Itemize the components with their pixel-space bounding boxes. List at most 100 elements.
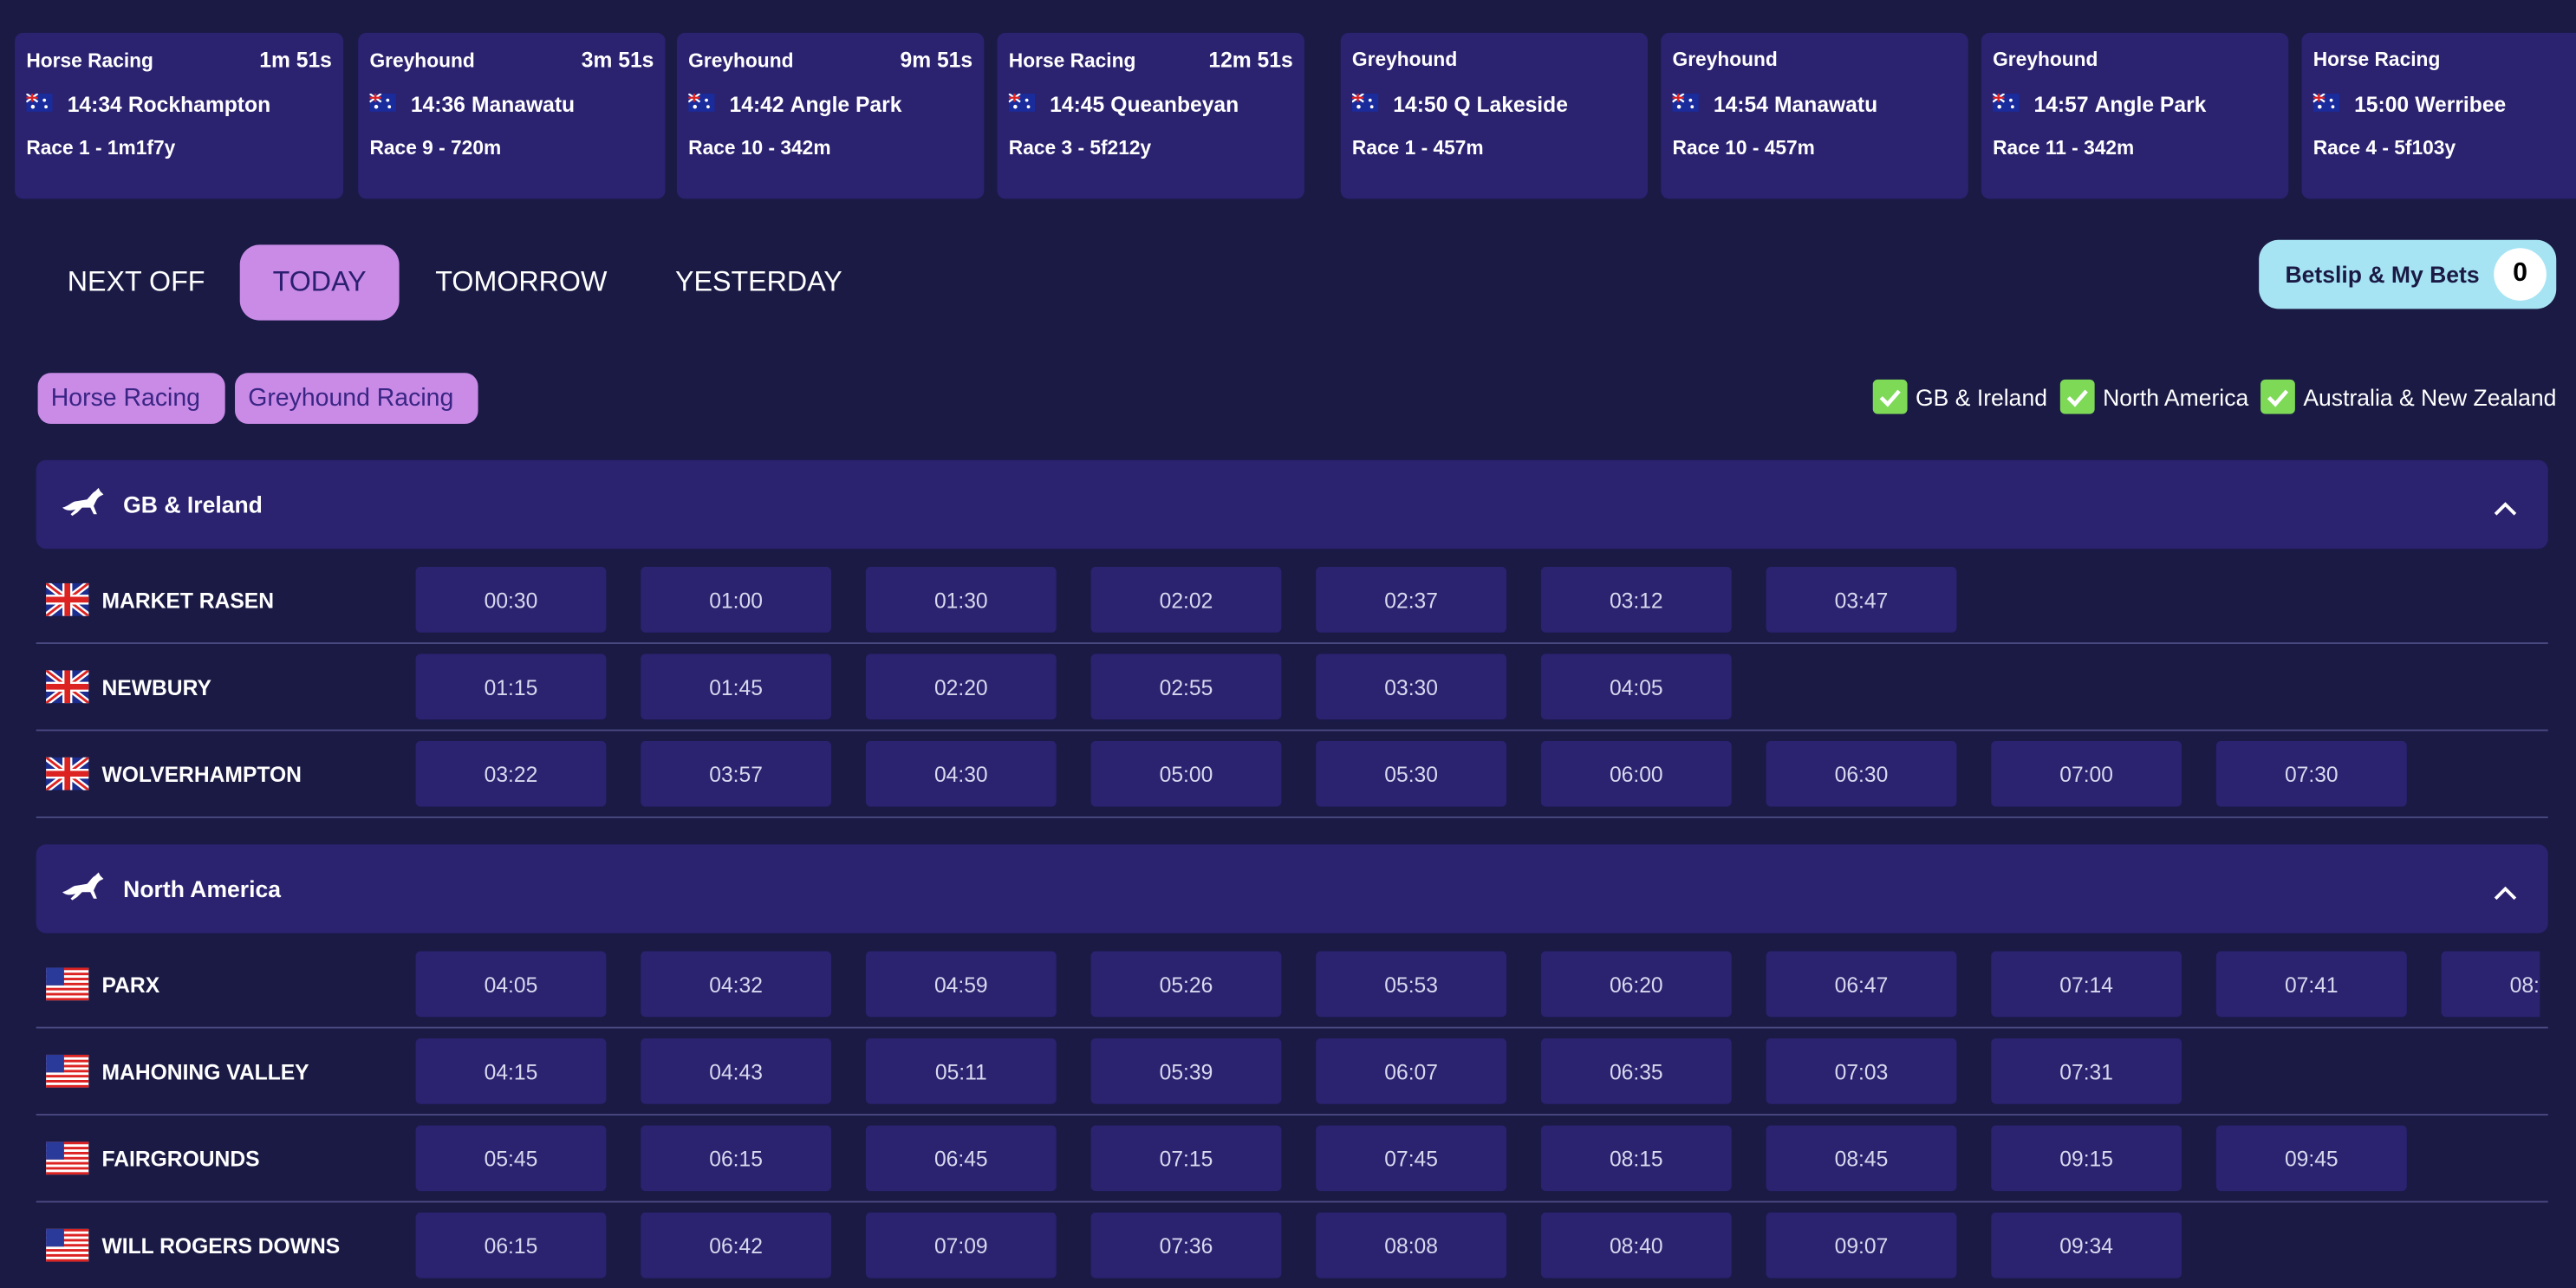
race-time-tile[interactable]: 06:15 [415, 1212, 607, 1278]
race-card[interactable]: Greyhound 14:54 Manawatu Race 10 - 457m [1661, 32, 1968, 199]
race-time-tile[interactable]: 02:37 [1316, 566, 1507, 633]
race-venue: Manawatu [471, 92, 576, 117]
race-time-tile[interactable]: 04:05 [415, 951, 607, 1018]
flag [368, 93, 396, 117]
race-time-tile[interactable]: 06:42 [641, 1212, 832, 1278]
day-tab[interactable]: TODAY [239, 244, 400, 321]
race-time-tile[interactable]: 03:47 [1766, 566, 1957, 633]
race-time-tile[interactable]: 05:26 [1090, 951, 1282, 1018]
region-header[interactable]: GB & Ireland [36, 459, 2548, 550]
region-filter-label: North America [2103, 384, 2249, 411]
course-name: MAHONING VALLEY [101, 1059, 309, 1084]
race-time-tile[interactable]: 07:09 [865, 1212, 1057, 1278]
race-time-tile[interactable]: 06:07 [1316, 1038, 1507, 1104]
race-time-tile[interactable]: 06:45 [865, 1125, 1057, 1192]
day-tab[interactable]: YESTERDAY [675, 266, 842, 298]
race-card[interactable]: Horse Racing 1m 51s 14:34 Rockhampton Race 1… [15, 32, 344, 199]
race-info: Race 1 - 457m [1351, 136, 1484, 159]
race-time-tile[interactable]: 08:40 [1540, 1212, 1732, 1278]
race-time-tile[interactable]: 04:05 [1540, 654, 1732, 720]
collapse[interactable] [2494, 879, 2517, 908]
race-time-tile[interactable]: 02:55 [1090, 654, 1282, 720]
region-header[interactable]: North America [36, 844, 2548, 933]
race-time-tile[interactable]: 08:08 [2441, 951, 2540, 1018]
region-checkbox[interactable] [1872, 379, 1908, 414]
race-time-tile[interactable]: 03:30 [1316, 654, 1507, 720]
race-time-tile[interactable]: 05:39 [1090, 1038, 1282, 1104]
race-time-tile[interactable]: 09:45 [2215, 1125, 2407, 1192]
race-card[interactable]: Greyhound 9m 51s 14:42 Angle Park Race 10 - … [676, 32, 985, 199]
race-time-tile[interactable]: 09:34 [1991, 1212, 2182, 1278]
race-time-tile[interactable]: 03:12 [1540, 566, 1732, 633]
race-time-tile[interactable]: 06:35 [1540, 1038, 1732, 1104]
race-time-tile[interactable]: 05:00 [1090, 740, 1282, 807]
race-time-tile[interactable]: 02:02 [1090, 566, 1282, 633]
betslip-button[interactable]: Betslip & My Bets 0 [2259, 239, 2557, 309]
race-time-tile[interactable]: 08:08 [1316, 1212, 1507, 1278]
race-time-tile[interactable]: 08:45 [1766, 1125, 1957, 1192]
sport-filter[interactable]: Horse Racing [37, 373, 225, 425]
race-time-tile[interactable]: 01:30 [865, 566, 1057, 633]
race-time-tile[interactable]: 03:57 [641, 740, 832, 807]
region-checkbox[interactable] [2261, 379, 2295, 414]
collapse[interactable] [2494, 495, 2517, 524]
collapse-icon[interactable] [2494, 886, 2517, 901]
day-tab[interactable]: NEXT OFF [67, 266, 205, 298]
race-time-tile[interactable]: 04:30 [865, 740, 1057, 807]
race-time-tile[interactable]: 02:20 [865, 654, 1057, 720]
race-time-tile[interactable]: 04:59 [865, 951, 1057, 1018]
race-time-tile[interactable]: 07:31 [1991, 1038, 2182, 1104]
race-card[interactable]: Greyhound 14:50 Q Lakeside Race 1 - 457m [1340, 32, 1649, 199]
race-venue: Queanbeyan [1110, 92, 1239, 117]
race-time-tile[interactable]: 07:00 [1991, 740, 2182, 807]
race-time-tile[interactable]: 07:15 [1090, 1125, 1282, 1192]
region-name: GB & Ireland [123, 491, 263, 518]
race-time-tile[interactable]: 08:15 [1540, 1125, 1732, 1192]
race-time-tile[interactable]: 00:30 [415, 566, 607, 633]
horse-icon [59, 486, 105, 527]
day-tab[interactable]: TOMORROW [435, 266, 608, 298]
race-time-tile[interactable]: 06:20 [1540, 951, 1732, 1018]
horse-icon [59, 871, 105, 912]
race-time-tile[interactable]: 03:22 [415, 740, 607, 807]
race-time-tile[interactable]: 07:41 [2215, 951, 2407, 1018]
race-card[interactable]: Greyhound 3m 51s 14:36 Manawatu Race 9 - 720… [358, 32, 666, 199]
race-sport: Greyhound [369, 49, 475, 73]
course-name: PARX [101, 973, 160, 998]
flag-icon [368, 93, 396, 112]
race-time-tile[interactable]: 09:07 [1766, 1212, 1957, 1278]
check-icon [1879, 389, 1901, 407]
race-time-tile[interactable]: 06:15 [641, 1125, 832, 1192]
race-time-tile[interactable]: 05:45 [415, 1125, 607, 1192]
race-time-tile[interactable]: 01:45 [641, 654, 832, 720]
betslip-label: Betslip & My Bets [2285, 261, 2480, 288]
race-time-tile[interactable]: 06:00 [1540, 740, 1732, 807]
race-time-tile[interactable]: 04:43 [641, 1038, 832, 1104]
race-time-tile[interactable]: 04:32 [641, 951, 832, 1018]
race-time-tile[interactable]: 05:53 [1316, 951, 1507, 1018]
race-time-tile[interactable]: 07:14 [1991, 951, 2182, 1018]
race-time-tile[interactable]: 06:47 [1766, 951, 1957, 1018]
flag-icon [46, 1054, 89, 1088]
race-time-tile[interactable]: 05:30 [1316, 740, 1507, 807]
race-time-tile[interactable]: 04:15 [415, 1038, 607, 1104]
collapse-icon[interactable] [2494, 501, 2517, 516]
race-time-tile[interactable]: 01:00 [641, 566, 832, 633]
race-time-tile[interactable]: 01:15 [415, 654, 607, 720]
race-info: Race 10 - 457m [1672, 136, 1815, 159]
race-time-tile[interactable]: 07:36 [1090, 1212, 1282, 1278]
race-info: Race 11 - 342m [1993, 136, 2135, 159]
region-checkbox[interactable] [2059, 379, 2095, 414]
race-time-tile[interactable]: 05:11 [865, 1038, 1057, 1104]
flag [43, 754, 91, 798]
race-card[interactable]: Greyhound 14:57 Angle Park Race 11 - 342m [1981, 32, 2289, 199]
race-time-tile[interactable]: 07:45 [1316, 1125, 1507, 1192]
race-time: 14:36 [410, 92, 465, 117]
race-time-tile[interactable]: 06:30 [1766, 740, 1957, 807]
sport-filter[interactable]: Greyhound Racing [235, 373, 478, 425]
race-time-tile[interactable]: 07:30 [2215, 740, 2407, 807]
race-time-tile[interactable]: 07:03 [1766, 1038, 1957, 1104]
race-card[interactable]: Horse Racing 12m 51s 14:45 Queanbeyan Race 3… [997, 32, 1304, 199]
race-card[interactable]: Horse Racing 15:00 Werribee Race 4 - 5f103y [2301, 32, 2576, 199]
race-time-tile[interactable]: 09:15 [1991, 1125, 2182, 1192]
